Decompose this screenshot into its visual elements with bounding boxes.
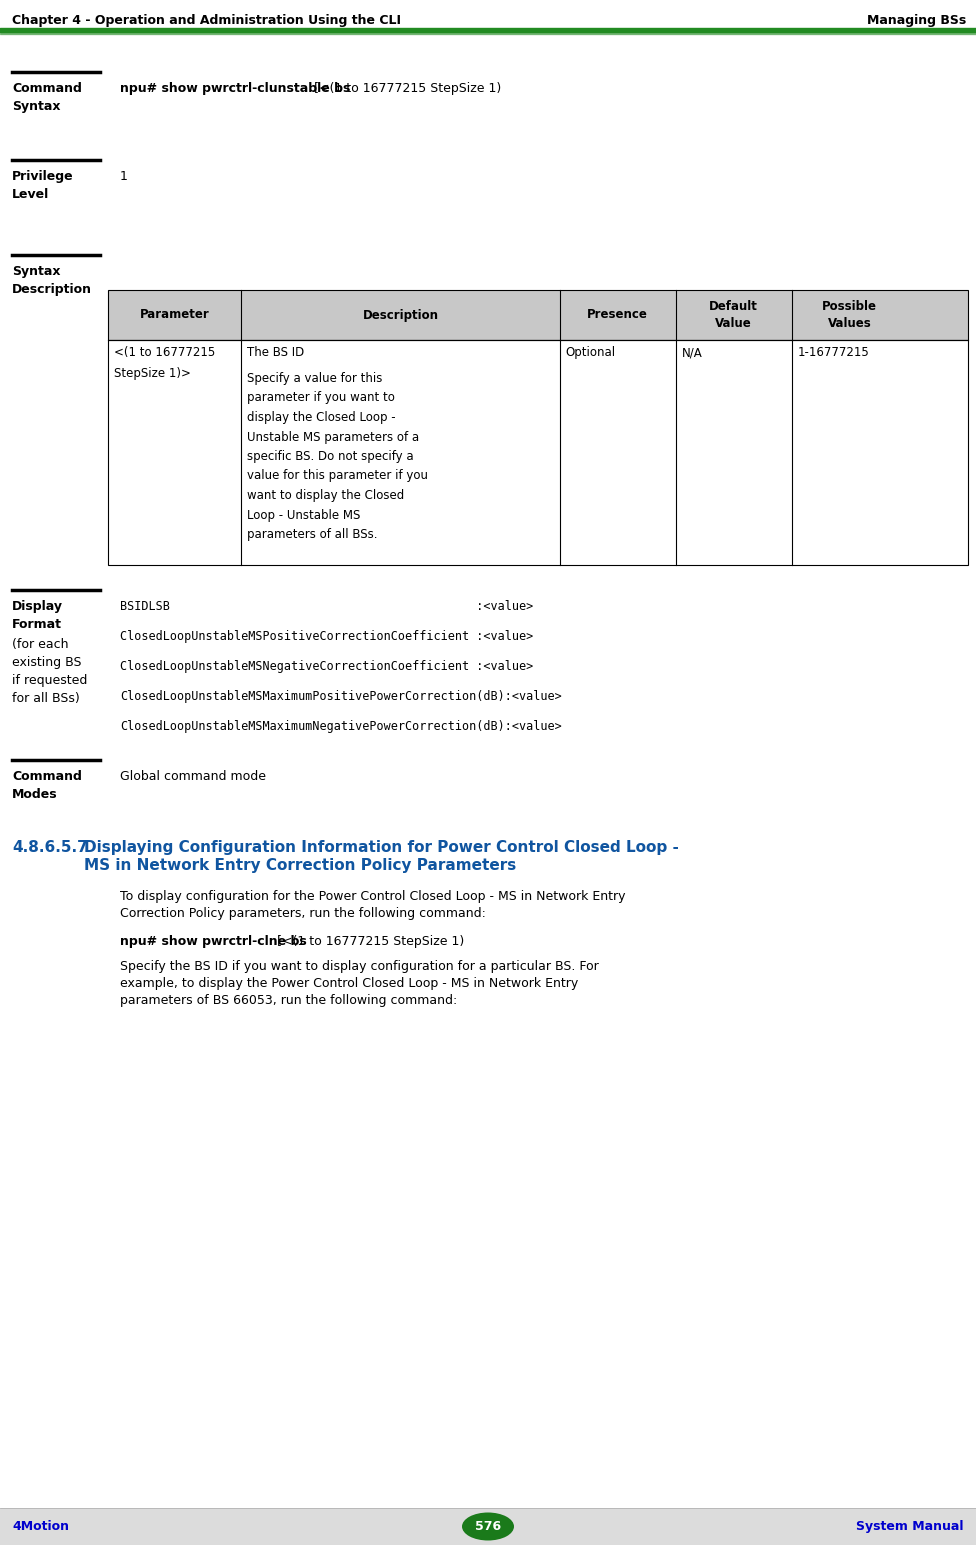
Text: example, to display the Power Control Closed Loop - MS in Network Entry: example, to display the Power Control Cl… bbox=[120, 976, 578, 990]
Text: MS in Network Entry Correction Policy Parameters: MS in Network Entry Correction Policy Pa… bbox=[84, 857, 516, 873]
Text: 4Motion: 4Motion bbox=[12, 1520, 69, 1533]
Text: Optional: Optional bbox=[565, 346, 616, 358]
Text: Managing BSs: Managing BSs bbox=[867, 14, 966, 26]
Text: To display configuration for the Power Control Closed Loop - MS in Network Entry: To display configuration for the Power C… bbox=[120, 890, 626, 902]
Text: Command
Syntax: Command Syntax bbox=[12, 82, 82, 113]
Text: Default
Value: Default Value bbox=[710, 300, 758, 331]
Text: ClosedLoopUnstableMSMaximumNegativePowerCorrection(dB):<value>: ClosedLoopUnstableMSMaximumNegativePower… bbox=[120, 720, 562, 732]
Text: Displaying Configuration Information for Power Control Closed Loop -: Displaying Configuration Information for… bbox=[84, 840, 679, 854]
Text: [<(1 to 16777215 StepSize 1): [<(1 to 16777215 StepSize 1) bbox=[313, 82, 501, 94]
Text: Parameter: Parameter bbox=[140, 309, 210, 321]
Text: Global command mode: Global command mode bbox=[120, 769, 266, 783]
Text: 4.8.6.5.7: 4.8.6.5.7 bbox=[12, 840, 88, 854]
Bar bbox=[0, 1508, 976, 1545]
Text: Possible
Values: Possible Values bbox=[822, 300, 877, 331]
Text: Chapter 4 - Operation and Administration Using the CLI: Chapter 4 - Operation and Administration… bbox=[12, 14, 401, 26]
Text: parameters of BS 66053, run the following command:: parameters of BS 66053, run the followin… bbox=[120, 993, 457, 1007]
Text: [<(1 to 16777215 StepSize 1): [<(1 to 16777215 StepSize 1) bbox=[277, 935, 465, 949]
Bar bbox=[108, 340, 968, 565]
Text: Specify the BS ID if you want to display configuration for a particular BS. For: Specify the BS ID if you want to display… bbox=[120, 959, 598, 973]
Text: Privilege
Level: Privilege Level bbox=[12, 170, 73, 201]
Text: 1-16777215: 1-16777215 bbox=[797, 346, 870, 358]
Text: npu# show pwrctrl-clne bs: npu# show pwrctrl-clne bs bbox=[120, 935, 311, 949]
Text: ClosedLoopUnstableMSPositiveCorrectionCoefficient :<value>: ClosedLoopUnstableMSPositiveCorrectionCo… bbox=[120, 630, 533, 643]
Text: BSIDLSB                                           :<value>: BSIDLSB :<value> bbox=[120, 599, 533, 613]
Text: The BS ID: The BS ID bbox=[247, 346, 305, 358]
Text: N/A: N/A bbox=[681, 346, 703, 358]
Text: ClosedLoopUnstableMSMaximumPositivePowerCorrection(dB):<value>: ClosedLoopUnstableMSMaximumPositivePower… bbox=[120, 691, 562, 703]
Text: npu# show pwrctrl-clunstable bs: npu# show pwrctrl-clunstable bs bbox=[120, 82, 354, 94]
Text: Display
Format: Display Format bbox=[12, 599, 63, 630]
Text: 1: 1 bbox=[120, 170, 128, 182]
Text: <(1 to 16777215
StepSize 1)>: <(1 to 16777215 StepSize 1)> bbox=[114, 346, 216, 380]
Text: Syntax
Description: Syntax Description bbox=[12, 266, 92, 297]
Text: System Manual: System Manual bbox=[857, 1520, 964, 1533]
Text: Specify a value for this
parameter if you want to
display the Closed Loop -
Unst: Specify a value for this parameter if yo… bbox=[247, 372, 428, 541]
Text: Correction Policy parameters, run the following command:: Correction Policy parameters, run the fo… bbox=[120, 907, 486, 919]
Text: ClosedLoopUnstableMSNegativeCorrectionCoefficient :<value>: ClosedLoopUnstableMSNegativeCorrectionCo… bbox=[120, 660, 533, 674]
Text: Command
Modes: Command Modes bbox=[12, 769, 82, 800]
Text: Presence: Presence bbox=[588, 309, 648, 321]
Text: (for each
existing BS
if requested
for all BSs): (for each existing BS if requested for a… bbox=[12, 638, 88, 705]
Text: Description: Description bbox=[362, 309, 438, 321]
Text: 576: 576 bbox=[475, 1520, 501, 1533]
Bar bbox=[108, 290, 968, 340]
Ellipse shape bbox=[462, 1513, 514, 1540]
